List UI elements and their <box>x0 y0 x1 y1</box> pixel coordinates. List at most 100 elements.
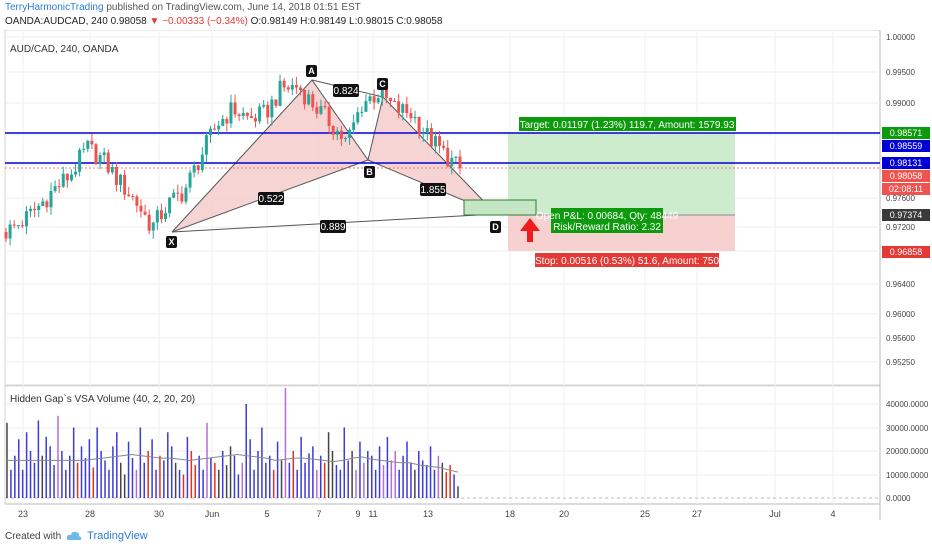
point-x-box <box>166 236 177 248</box>
candle-body <box>384 87 388 98</box>
price-tag-line2 <box>882 157 930 169</box>
candle-body <box>233 102 237 115</box>
candle-body <box>78 149 82 172</box>
target-info-text: Target: 0.01197 (1.23%) 119.7, Amount: 1… <box>520 120 735 131</box>
candle-body <box>98 155 102 164</box>
candle-body <box>360 111 364 113</box>
candle-body <box>311 94 315 108</box>
main-pane[interactable] <box>4 30 881 386</box>
candle-body <box>421 133 425 135</box>
time-tick-label: 28 <box>85 509 95 519</box>
price-tick-label: 0.97600 <box>886 194 915 203</box>
ratio-box-ac <box>333 84 359 97</box>
candle-body <box>200 154 204 171</box>
candle-body <box>290 84 294 90</box>
candle-body <box>343 137 347 140</box>
candle-body <box>114 166 118 185</box>
price-tag-stop <box>882 246 930 258</box>
candle-body <box>143 211 147 215</box>
time-tick-label: 23 <box>18 509 28 519</box>
candle-body <box>29 208 33 212</box>
candle-body <box>188 172 192 188</box>
candle-body <box>82 148 86 150</box>
candle-body <box>446 147 450 167</box>
candle-body <box>4 232 8 239</box>
volume-axis-ticks: 40000.0000 30000.0000 20000.0000 10000.0000… <box>886 400 929 503</box>
candle-body <box>319 106 323 114</box>
volume-tick-label: 20000.0000 <box>886 447 929 456</box>
candle-body <box>397 101 401 113</box>
stop-info-box[interactable] <box>535 253 719 267</box>
candle-body <box>433 136 437 147</box>
published-text: published on TradingView.com, June 14, 2… <box>106 2 361 13</box>
target-info-box[interactable] <box>519 117 736 131</box>
candle-body <box>155 210 159 223</box>
ratio-bd-label: 1.855 <box>420 185 445 196</box>
candle-body <box>266 104 270 118</box>
candle-body <box>278 80 282 106</box>
time-tick-label: 7 <box>316 509 321 519</box>
candle-body <box>41 201 45 206</box>
candle-body <box>270 99 274 118</box>
candle-body <box>388 97 392 101</box>
stop-info-text: Stop: 0.00516 (0.53%) 51.6, Amount: 750 <box>535 256 719 267</box>
pnl-info-box[interactable] <box>551 208 663 233</box>
time-tick-label: Jun <box>205 509 220 519</box>
candle-body <box>454 156 458 158</box>
candle-body <box>262 104 266 107</box>
volume-bars <box>6 388 459 498</box>
time-tick-label: 27 <box>692 509 702 519</box>
price-tag-line1-text: 0.98559 <box>890 141 923 151</box>
candle-body <box>307 94 311 105</box>
candle-body <box>429 127 433 147</box>
time-tick-label: 13 <box>423 509 433 519</box>
candle-body <box>356 112 360 123</box>
price-tick-label: 0.97200 <box>886 223 915 232</box>
candle-body <box>65 173 69 181</box>
ratio-ac-label: 0.824 <box>333 86 358 97</box>
d-zone-box[interactable] <box>463 199 537 216</box>
price-chart[interactable]: AUD/CAD, 240, OANDA Hidden Gap`s VSA Vol… <box>0 30 932 520</box>
price-tick-label: 0.99500 <box>886 68 915 77</box>
point-c-box <box>377 78 388 90</box>
candle-body <box>53 186 57 192</box>
candle-body <box>352 122 356 130</box>
candle-body <box>458 156 462 169</box>
candle-body <box>294 84 298 88</box>
candle-body <box>12 224 16 226</box>
candle-body <box>192 165 196 173</box>
time-tick-label: 4 <box>830 509 835 519</box>
candle-body <box>94 144 98 164</box>
ratio-box-bd <box>420 183 446 196</box>
candle-body <box>90 140 94 145</box>
point-b-label: B <box>366 167 373 177</box>
candle-body <box>368 96 372 102</box>
time-tick-label: 5 <box>264 509 269 519</box>
tradingview-brand-link[interactable]: TradingView <box>87 530 148 542</box>
point-x-label: X <box>168 237 174 247</box>
price-tag-stop-text: 0.96858 <box>890 247 923 257</box>
candle-body <box>315 107 319 114</box>
volume-pane-title: Hidden Gap`s VSA Volume (40, 2, 20, 20) <box>10 393 195 405</box>
target-zone[interactable] <box>508 133 735 215</box>
candle-body <box>438 136 442 146</box>
candle-body <box>303 90 307 105</box>
up-arrow-icon <box>520 218 540 242</box>
candle-body <box>147 214 151 231</box>
candle-body <box>74 171 78 175</box>
candle-body <box>139 205 143 212</box>
open-pnl-text: Open P&L: 0.00684, Qty: 48449 <box>536 211 679 222</box>
candle-body <box>245 112 249 116</box>
candle-body <box>335 130 339 135</box>
candle-body <box>425 127 429 134</box>
candle-body <box>180 193 184 202</box>
point-c-label: C <box>379 79 386 89</box>
candle-body <box>237 114 241 116</box>
author-link[interactable]: TerryHarmonicTrading <box>5 2 104 13</box>
candle-body <box>229 102 233 124</box>
candle-body <box>164 213 168 220</box>
candle-body <box>213 128 217 130</box>
candle-body <box>249 115 253 119</box>
time-tick-label: 25 <box>640 509 650 519</box>
candle-body <box>33 208 37 211</box>
